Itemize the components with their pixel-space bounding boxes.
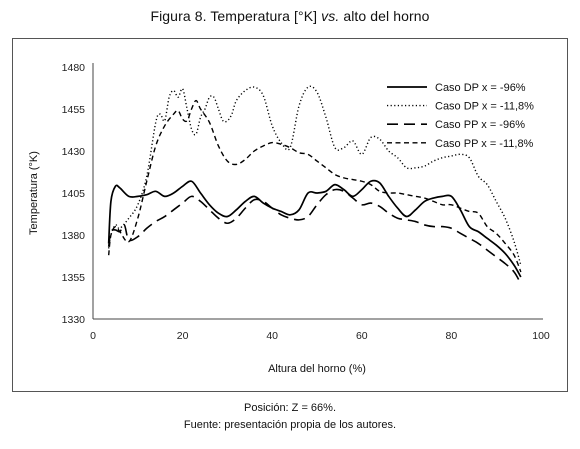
caption-position: Posición: Z = 66%. xyxy=(243,402,337,414)
series-lines xyxy=(107,85,522,285)
chart-frame: 1330 1355 1380 1405 1430 1455 1480 0 20 40 60 80 100… xyxy=(12,38,568,392)
figure-title-suffix: alto del horno xyxy=(339,8,430,24)
tick-labels: 1330 1355 1380 1405 1430 1455 1480 0 20 40 60 80 100 xyxy=(62,62,550,342)
y-tick-label: 1430 xyxy=(62,146,86,158)
legend-label-3: Caso PP x = -96% xyxy=(435,119,525,131)
caption-source: Fuente: presentación propia de los autor… xyxy=(183,419,397,431)
y-tick-label: 1355 xyxy=(62,272,86,284)
x-tick-label: 60 xyxy=(356,330,368,342)
figure-title-vs: vs. xyxy=(321,8,340,24)
series-line-2 xyxy=(107,85,522,266)
y-tick-label: 1480 xyxy=(62,62,86,74)
series-line-4 xyxy=(107,99,522,273)
figure-title-prefix: Figura 8. Temperatura [°K] xyxy=(150,8,322,24)
x-tick-label: 40 xyxy=(266,330,278,342)
figure-title: Figura 8. Temperatura [°K] vs. alto del … xyxy=(0,8,580,24)
series-line-3 xyxy=(107,188,522,285)
legend: Caso DP x = -96% Caso DP x = -11,8% Caso P… xyxy=(387,82,534,150)
legend-label-1: Caso DP x = -96% xyxy=(435,82,526,94)
axes xyxy=(92,63,543,320)
x-axis-title: Altura del horno (%) xyxy=(268,363,366,375)
legend-label-2: Caso DP x = -11,8% xyxy=(435,101,534,113)
y-tick-label: 1455 xyxy=(62,104,86,116)
x-tick-label: 80 xyxy=(446,330,458,342)
legend-label-4: Caso PP x = -11,8% xyxy=(435,138,534,150)
x-tick-label: 20 xyxy=(177,330,189,342)
chart-svg: 1330 1355 1380 1405 1430 1455 1480 0 20 40 60 80 100… xyxy=(28,62,550,375)
y-tick-label: 1330 xyxy=(62,314,86,326)
x-tick-label: 0 xyxy=(90,330,96,342)
x-tick-label: 100 xyxy=(532,330,550,342)
y-tick-label: 1405 xyxy=(62,188,86,200)
y-axis-title: Temperatura (°K) xyxy=(28,151,40,235)
y-tick-label: 1380 xyxy=(62,230,86,242)
series-line-1 xyxy=(107,179,522,278)
